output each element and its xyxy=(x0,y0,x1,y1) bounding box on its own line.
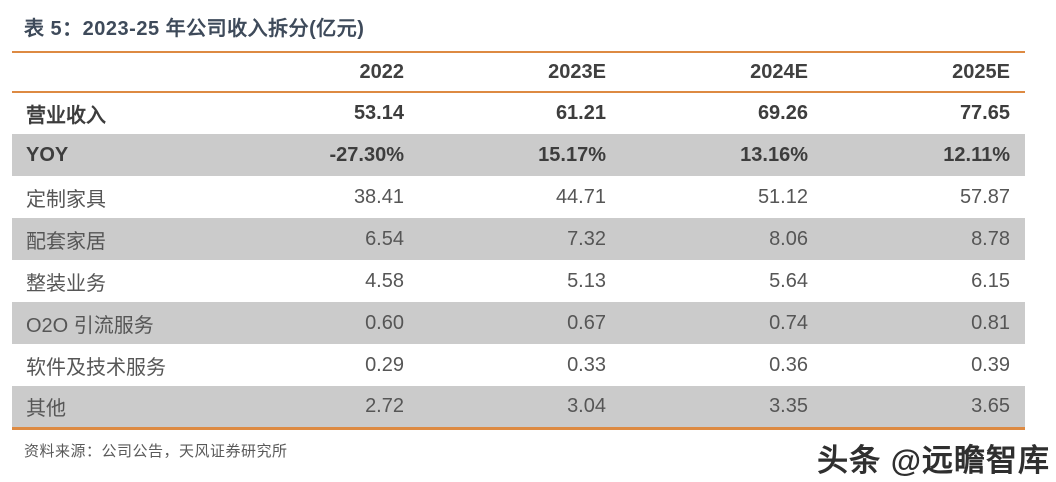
cell-value: 3.04 xyxy=(567,394,606,417)
cell-value: 0.60 xyxy=(365,311,404,334)
cell-value: 0.33 xyxy=(567,353,606,376)
header-blank xyxy=(12,52,217,92)
cell-value: 51.12 xyxy=(757,185,808,208)
revenue-breakdown-table: 2022 2023E 2024E 2025E 营业收入 53.14 61.21 … xyxy=(12,51,1025,430)
row-label: 其他 xyxy=(26,397,66,420)
header-2025e: 2025E xyxy=(952,60,1010,83)
table-row-o2o-service: O2O 引流服务 0.60 0.67 0.74 0.81 xyxy=(12,302,1025,344)
header-2022: 2022 xyxy=(359,60,405,83)
table-row-software-tech-service: 软件及技术服务 0.29 0.33 0.36 0.39 xyxy=(12,344,1025,386)
table-row-operating-revenue: 营业收入 53.14 61.21 69.26 77.65 xyxy=(12,92,1025,134)
cell-value: 0.36 xyxy=(769,353,808,376)
cell-value: 0.67 xyxy=(567,311,606,334)
cell-value: 3.65 xyxy=(971,394,1010,417)
cell-value: 3.35 xyxy=(769,394,808,417)
cell-value: 69.26 xyxy=(757,102,808,124)
cell-value: 61.21 xyxy=(555,102,606,124)
cell-value: 13.16% xyxy=(740,143,808,166)
header-2023e: 2023E xyxy=(548,60,606,83)
table-title: 表 5：2023-25 年公司收入拆分(亿元) xyxy=(24,18,365,40)
cell-value: 15.17% xyxy=(538,143,606,166)
row-label: 整装业务 xyxy=(26,272,106,295)
cell-value: 0.74 xyxy=(769,311,808,334)
cell-value: 38.41 xyxy=(353,185,404,208)
watermark-text: 头条 @远瞻智库 xyxy=(817,443,1050,478)
cell-value: 0.39 xyxy=(971,353,1010,376)
cell-value: 44.71 xyxy=(555,185,606,208)
header-2024e: 2024E xyxy=(750,60,808,83)
table-row-supporting-home: 配套家居 6.54 7.32 8.06 8.78 xyxy=(12,218,1025,260)
table-row-whole-decoration: 整装业务 4.58 5.13 5.64 6.15 xyxy=(12,260,1025,302)
table-row-custom-furniture: 定制家具 38.41 44.71 51.12 57.87 xyxy=(12,176,1025,218)
cell-value: 5.13 xyxy=(567,269,606,292)
cell-value: 8.78 xyxy=(971,227,1010,250)
cell-value: -27.30% xyxy=(329,143,405,166)
cell-value: 77.65 xyxy=(959,102,1010,124)
cell-value: 2.72 xyxy=(365,394,404,417)
table-row-other: 其他 2.72 3.04 3.35 3.65 xyxy=(12,386,1025,428)
row-label: YOY xyxy=(26,143,69,166)
row-label: 配套家居 xyxy=(26,230,106,253)
row-label: O2O 引流服务 xyxy=(26,314,154,337)
cell-value: 5.64 xyxy=(769,269,808,292)
row-label: 软件及技术服务 xyxy=(26,356,166,379)
cell-value: 0.29 xyxy=(365,353,404,376)
cell-value: 6.54 xyxy=(365,227,404,250)
table-row-yoy: YOY -27.30% 15.17% 13.16% 12.11% xyxy=(12,134,1025,176)
cell-value: 7.32 xyxy=(567,227,606,250)
table-header-row: 2022 2023E 2024E 2025E xyxy=(12,52,1025,92)
row-label: 定制家具 xyxy=(26,188,106,211)
cell-value: 53.14 xyxy=(353,102,404,124)
row-label: 营业收入 xyxy=(26,105,106,127)
cell-value: 8.06 xyxy=(769,227,808,250)
cell-value: 6.15 xyxy=(971,269,1010,292)
cell-value: 12.11% xyxy=(943,143,1010,166)
cell-value: 0.81 xyxy=(971,311,1010,334)
source-note: 资料来源：公司公告，天风证券研究所 xyxy=(24,443,288,460)
cell-value: 4.58 xyxy=(365,269,404,292)
cell-value: 57.87 xyxy=(959,185,1010,208)
